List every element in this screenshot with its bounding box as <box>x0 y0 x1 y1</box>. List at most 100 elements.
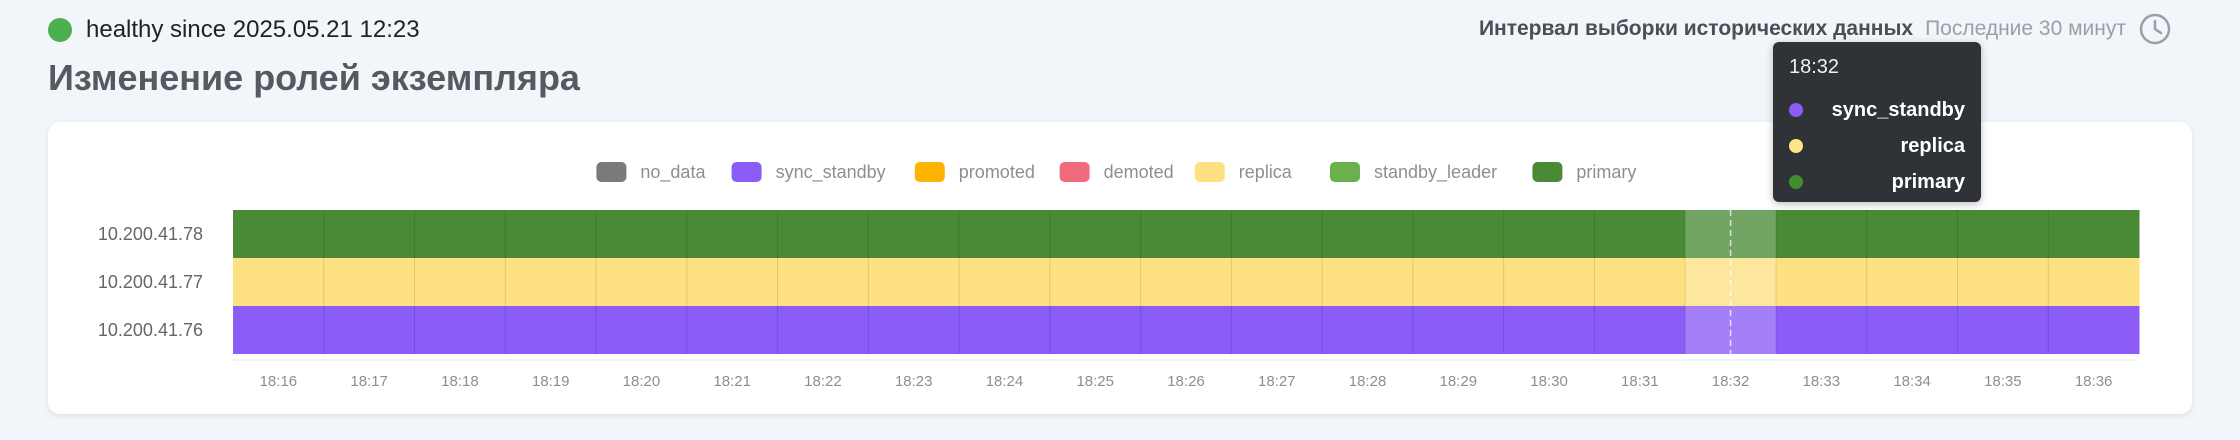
heatmap-cell <box>596 210 688 258</box>
heatmap-cell <box>868 210 960 258</box>
x-tick-label: 18:21 <box>713 373 751 390</box>
legend-swatch <box>1194 162 1225 182</box>
tooltip-dot-icon <box>1789 175 1803 189</box>
health-status: healthy since 2025.05.21 12:23 <box>48 14 420 46</box>
role-heatmap-chart[interactable]: no_data sync_standby promoted demoted replic… <box>48 122 2192 414</box>
x-tick-label: 18:19 <box>532 373 570 390</box>
health-status-text: healthy since 2025.05.21 12:23 <box>86 16 420 43</box>
heatmap-cell <box>1957 306 2049 354</box>
heatmap-cell <box>1140 210 1232 258</box>
heatmap-cell <box>596 306 688 354</box>
heatmap-cell <box>414 210 506 258</box>
heatmap-cell <box>959 258 1051 306</box>
legend-item[interactable]: promoted <box>914 162 1035 182</box>
legend-label: demoted <box>1104 162 1174 182</box>
heatmap-cell <box>1231 258 1323 306</box>
x-tick-label: 18:27 <box>1258 373 1296 390</box>
x-tick-label: 18:25 <box>1076 373 1114 390</box>
tooltip-item: replica <box>1789 132 1965 160</box>
heatmap-cell <box>1594 210 1686 258</box>
tooltip-item: primary <box>1789 168 1965 196</box>
time-interval-selector[interactable]: Интервал выборки исторических данных Пос… <box>1479 12 2172 46</box>
x-tick-label: 18:16 <box>260 373 298 390</box>
heatmap-cell <box>1775 210 1868 258</box>
legend-item[interactable]: primary <box>1532 162 1636 182</box>
legend-label: sync_standby <box>776 162 886 183</box>
tooltip-dot-icon <box>1789 139 1803 153</box>
heatmap-cell <box>233 258 325 306</box>
heatmap-cell <box>1866 258 1958 306</box>
heatmap-cell <box>323 306 416 354</box>
heatmap-cell <box>1322 258 1414 306</box>
heatmap-cell <box>777 306 869 354</box>
legend-swatch <box>1059 162 1090 182</box>
page-title: Изменение ролей экземпляра <box>48 57 580 98</box>
heatmap-cell <box>505 258 597 306</box>
heatmap-cell <box>1775 306 1868 354</box>
status-dot-icon <box>48 18 72 42</box>
legend-label: replica <box>1239 162 1293 182</box>
heatmap-cell <box>1231 306 1323 354</box>
heatmap-cell <box>2048 258 2140 306</box>
heatmap-cell <box>1866 306 1958 354</box>
heatmap-cell <box>1503 258 1595 306</box>
legend-swatch <box>731 162 762 182</box>
heatmap-cell <box>1775 258 1868 306</box>
row-label: 10.200.41.76 <box>98 320 203 340</box>
heatmap-cell <box>1322 306 1414 354</box>
heatmap-cell <box>323 258 416 306</box>
heatmap-cell <box>414 258 506 306</box>
heatmap-cell <box>2048 306 2140 354</box>
x-tick-label: 18:33 <box>1803 373 1841 390</box>
heatmap-cell <box>777 258 869 306</box>
x-tick-label: 18:23 <box>895 373 933 390</box>
x-tick-label: 18:22 <box>804 373 842 390</box>
heatmap-cell <box>686 258 779 306</box>
heatmap-cell <box>1957 258 2049 306</box>
heatmap-cell <box>777 210 869 258</box>
heatmap-cell <box>1049 258 1142 306</box>
heatmap-cell <box>2048 210 2140 258</box>
legend-item[interactable]: demoted <box>1059 162 1174 182</box>
chart-tooltip: 18:32 sync_standby replica primary <box>1773 42 1981 202</box>
legend-label: no_data <box>640 162 706 183</box>
x-tick-label: 18:17 <box>350 373 388 390</box>
heatmap-cell <box>959 306 1051 354</box>
x-tick-label: 18:31 <box>1621 373 1659 390</box>
legend-item[interactable]: no_data <box>596 162 706 183</box>
x-tick-label: 18:24 <box>986 373 1024 390</box>
clock-icon[interactable] <box>2138 12 2172 46</box>
heatmap-cell <box>414 306 506 354</box>
x-tick-label: 18:30 <box>1530 373 1568 390</box>
heatmap-cell <box>1866 210 1958 258</box>
legend-swatch <box>596 162 627 182</box>
heatmap-cell <box>233 210 325 258</box>
x-tick-label: 18:26 <box>1167 373 1205 390</box>
heatmap-cell <box>1049 306 1142 354</box>
heatmap-cell <box>1503 306 1595 354</box>
heatmap-cell <box>1049 210 1142 258</box>
tooltip-item-name: replica <box>1900 134 1965 157</box>
interval-value[interactable]: Последние 30 минут <box>1925 17 2126 40</box>
heatmap-cell <box>1594 258 1686 306</box>
heatmap-cell <box>686 306 779 354</box>
legend-swatch <box>914 162 945 182</box>
heatmap-cell <box>1957 210 2049 258</box>
tooltip-time: 18:32 <box>1789 56 1840 78</box>
heatmap-cell <box>1231 210 1323 258</box>
heatmap-cell <box>1412 258 1505 306</box>
heatmap-cell <box>505 306 597 354</box>
row-label: 10.200.41.77 <box>98 272 203 292</box>
legend-item[interactable]: replica <box>1194 162 1293 182</box>
tooltip-item-name: primary <box>1891 170 1965 193</box>
legend-item[interactable]: standby_leader <box>1330 162 1497 183</box>
legend-item[interactable]: sync_standby <box>731 162 886 183</box>
heatmap-cell <box>1140 258 1232 306</box>
heatmap-cell <box>1322 210 1414 258</box>
heatmap-cell <box>505 210 597 258</box>
legend-label: standby_leader <box>1374 162 1497 183</box>
heatmap-cell <box>868 306 960 354</box>
interval-label: Интервал выборки исторических данных <box>1478 17 1914 40</box>
x-tick-label: 18:18 <box>441 373 479 390</box>
heatmap-cell <box>596 258 688 306</box>
